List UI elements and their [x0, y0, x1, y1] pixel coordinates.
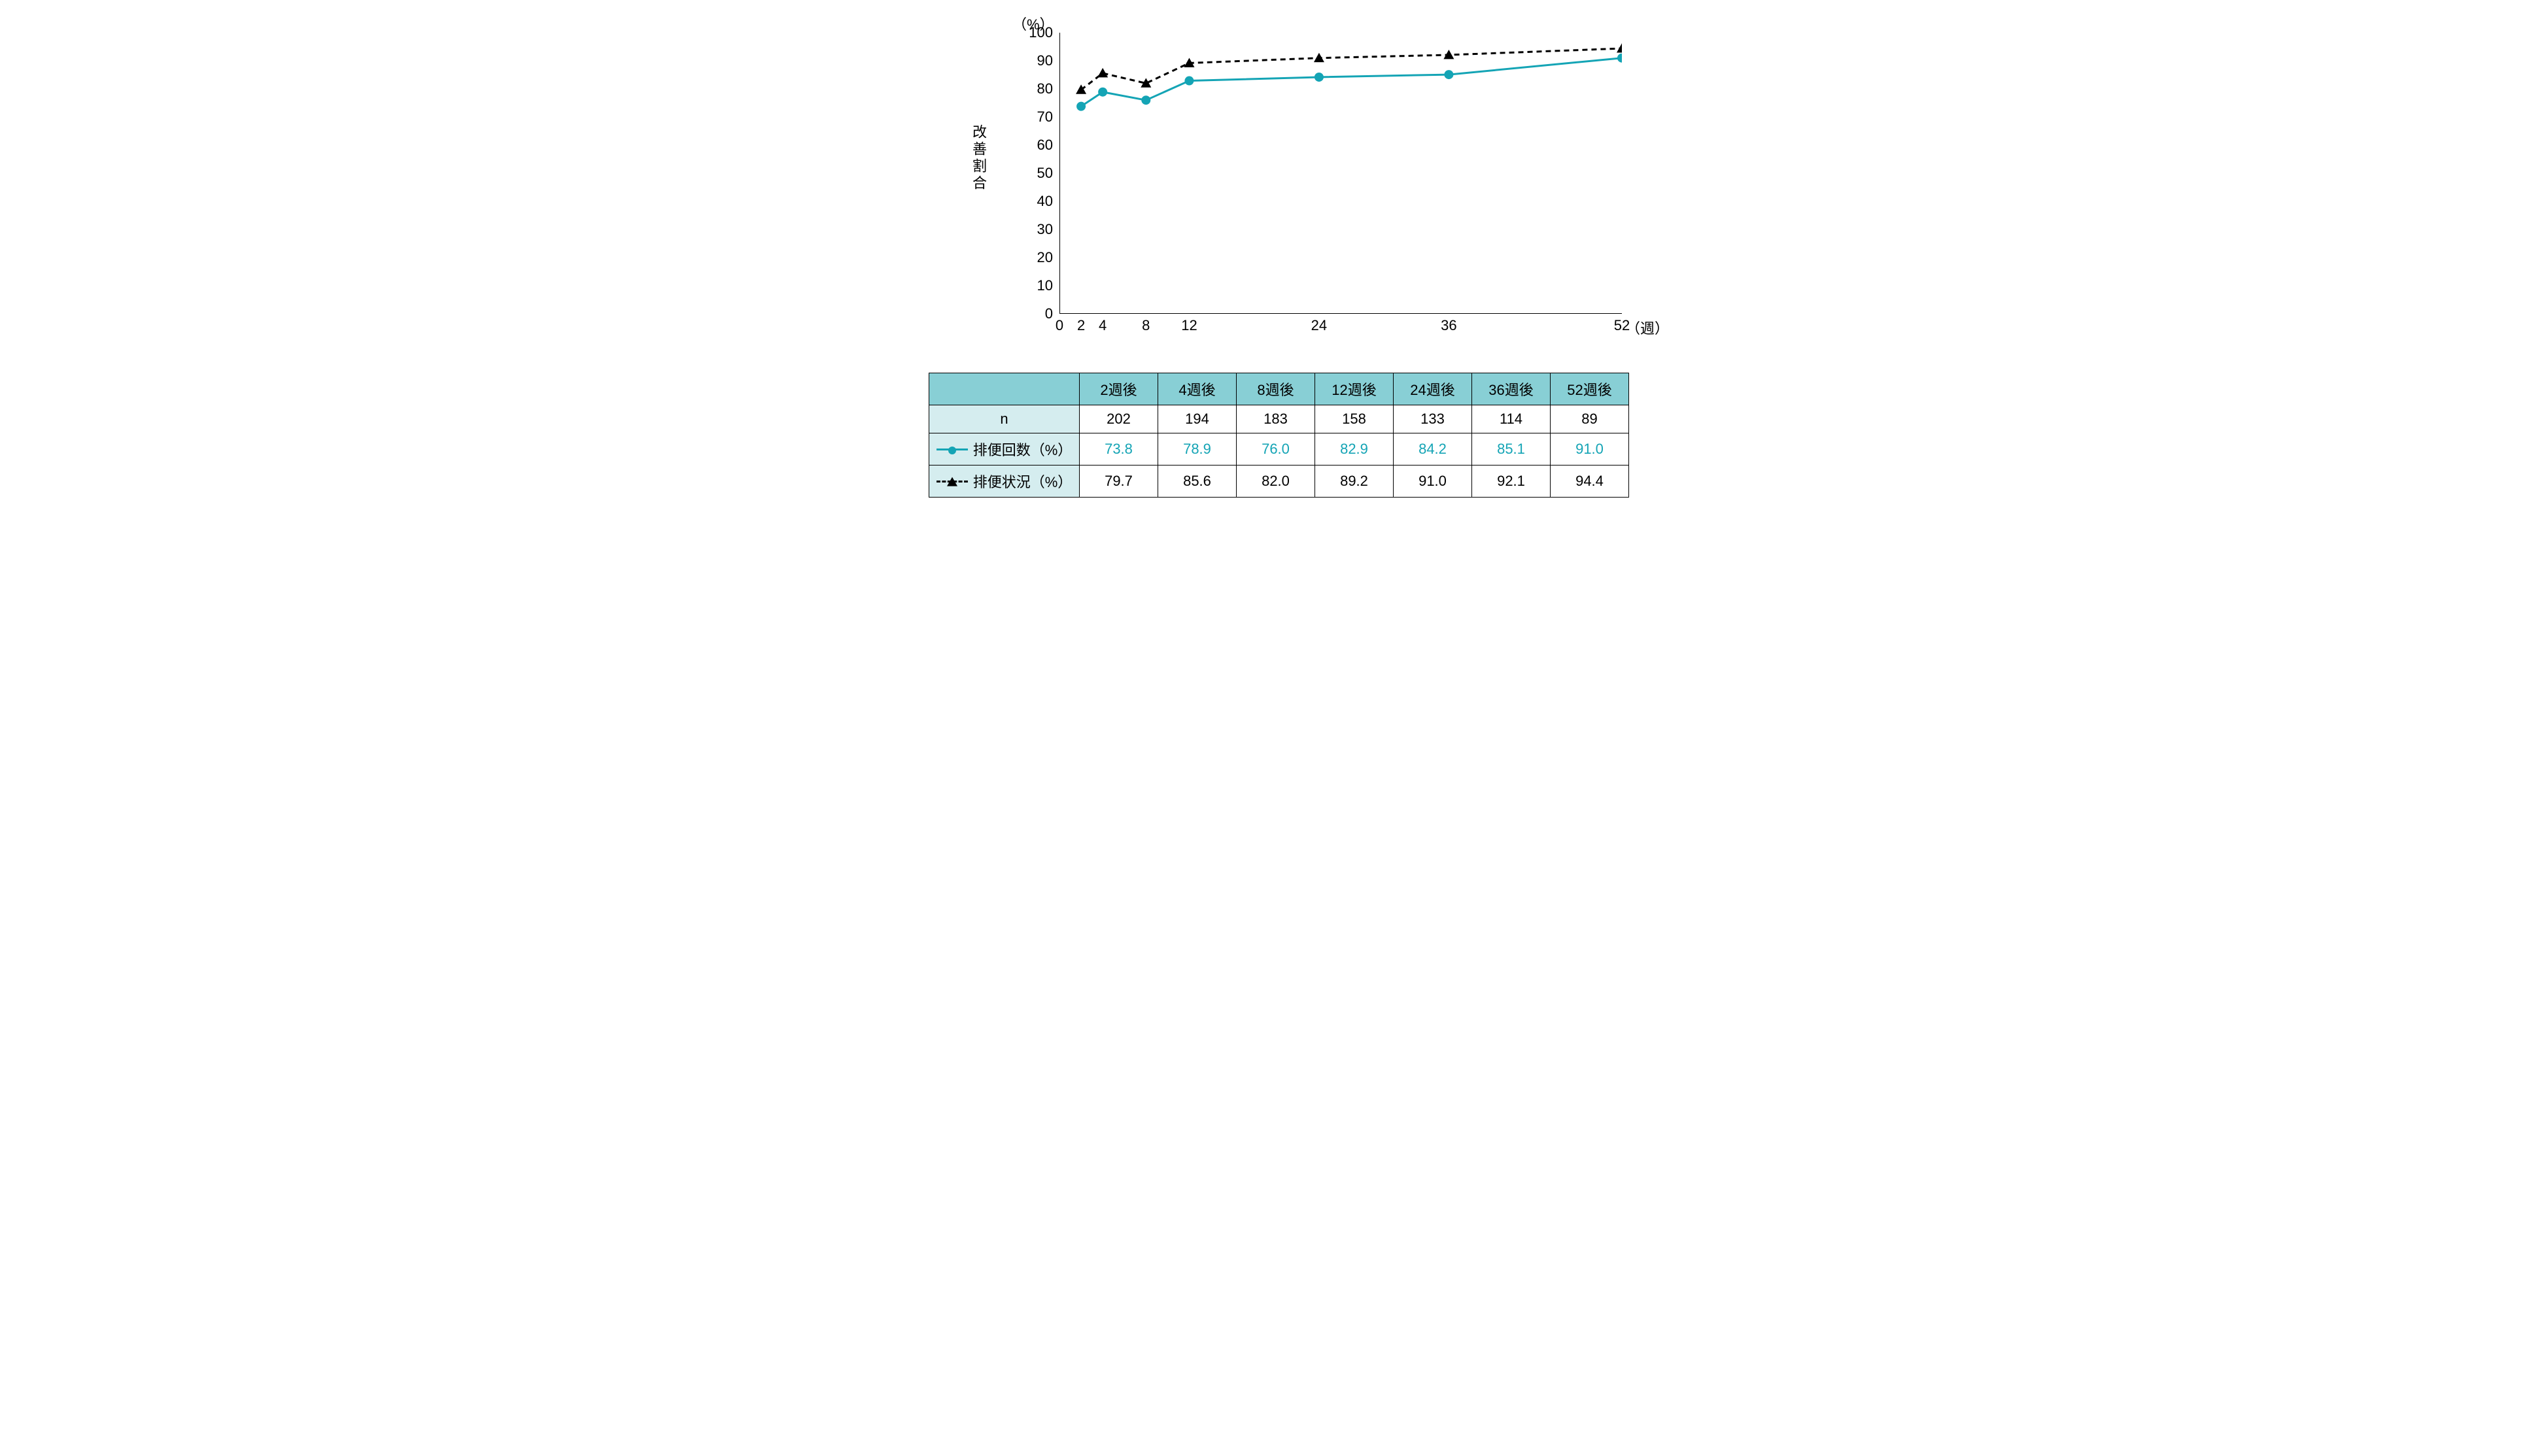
table-row: 排便回数（%） 73.878.976.082.984.285.191.0 — [929, 433, 1629, 466]
table-cell: 73.8 — [1080, 433, 1158, 466]
table-col-header: 2週後 — [1080, 373, 1158, 405]
data-table: 2週後4週後8週後12週後24週後36週後52週後n20219418315813… — [929, 373, 1629, 498]
table-cell: 85.6 — [1158, 466, 1237, 498]
y-tick-label: 100 — [1029, 24, 1053, 41]
table-col-header: 8週後 — [1237, 373, 1315, 405]
row-label-text: 排便状況（%） — [973, 471, 1073, 492]
table-col-header: 12週後 — [1315, 373, 1394, 405]
table-col-header: 36週後 — [1472, 373, 1551, 405]
table-corner — [929, 373, 1080, 405]
y-tick-label: 10 — [1037, 277, 1053, 294]
table-cell: 84.2 — [1394, 433, 1472, 466]
table-cell: 89.2 — [1315, 466, 1394, 498]
y-tick-label: 60 — [1037, 137, 1053, 154]
table-cell: 91.0 — [1394, 466, 1472, 498]
table-cell: 82.9 — [1315, 433, 1394, 466]
x-tick-label: 0 — [1056, 317, 1063, 334]
table-cell: 114 — [1472, 405, 1551, 433]
row-label-text: 排便回数（%） — [973, 439, 1073, 460]
x-axis-unit: （週） — [1626, 317, 1669, 338]
data-table-wrap: 2週後4週後8週後12週後24週後36週後52週後n20219418315813… — [929, 373, 1628, 498]
table-row-label: n — [929, 405, 1080, 433]
triangle-marker-icon — [937, 481, 968, 483]
x-tick-label: 2 — [1077, 317, 1085, 334]
x-tick-label: 4 — [1099, 317, 1107, 334]
table-cell: 133 — [1394, 405, 1472, 433]
x-tick-label: 36 — [1441, 317, 1456, 334]
table-cell: 194 — [1158, 405, 1237, 433]
y-tick-label: 90 — [1037, 52, 1053, 69]
line-chart — [1059, 33, 1622, 314]
x-tick-label: 24 — [1311, 317, 1327, 334]
table-row-label: 排便回数（%） — [929, 433, 1080, 466]
table-col-header: 24週後 — [1394, 373, 1472, 405]
x-tick-label: 12 — [1181, 317, 1197, 334]
table-cell: 202 — [1080, 405, 1158, 433]
table-cell: 82.0 — [1237, 466, 1315, 498]
table-row: n20219418315813311489 — [929, 405, 1629, 433]
circle-marker-icon — [937, 449, 968, 450]
table-cell: 158 — [1315, 405, 1394, 433]
x-tick-label: 8 — [1142, 317, 1150, 334]
page: （%） 改善割合 0102030405060708090100 02481224… — [798, 13, 1746, 498]
y-axis-label: 改善割合 — [968, 124, 989, 192]
table-cell: 89 — [1551, 405, 1629, 433]
chart-area: （%） 改善割合 0102030405060708090100 02481224… — [798, 13, 1746, 353]
table-row: 排便状況（%） 79.785.682.089.291.092.194.4 — [929, 466, 1629, 498]
table-cell: 92.1 — [1472, 466, 1551, 498]
table-cell: 183 — [1237, 405, 1315, 433]
y-tick-label: 40 — [1037, 193, 1053, 210]
table-cell: 76.0 — [1237, 433, 1315, 466]
y-tick-label: 20 — [1037, 249, 1053, 266]
y-tick-label: 80 — [1037, 80, 1053, 97]
table-col-header: 4週後 — [1158, 373, 1237, 405]
table-cell: 78.9 — [1158, 433, 1237, 466]
table-row-label: 排便状況（%） — [929, 466, 1080, 498]
table-cell: 94.4 — [1551, 466, 1629, 498]
table-col-header: 52週後 — [1551, 373, 1629, 405]
table-cell: 85.1 — [1472, 433, 1551, 466]
table-cell: 79.7 — [1080, 466, 1158, 498]
table-cell: 91.0 — [1551, 433, 1629, 466]
y-tick-label: 70 — [1037, 109, 1053, 126]
y-tick-label: 30 — [1037, 221, 1053, 238]
y-tick-label: 50 — [1037, 165, 1053, 182]
y-tick-label: 0 — [1045, 305, 1053, 322]
